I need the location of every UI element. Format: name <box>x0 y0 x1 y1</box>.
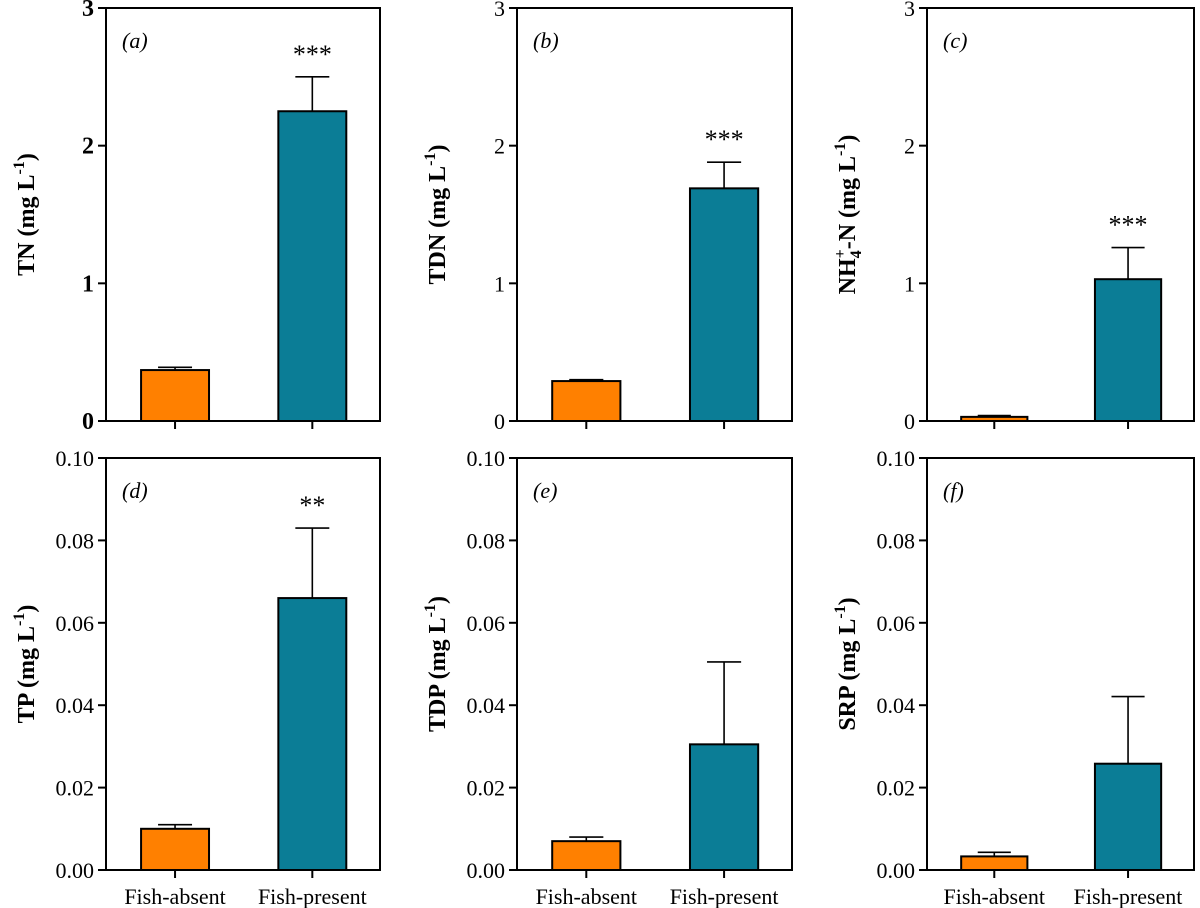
y-axis-label-part: ) <box>835 135 861 143</box>
axes-frame <box>105 7 381 422</box>
bar-fish-absent <box>551 380 622 422</box>
y-tick-label: 3 <box>82 0 94 22</box>
panel-label: (e) <box>533 478 557 503</box>
y-tick-label: 2 <box>904 134 915 159</box>
bar-fish-present <box>277 597 348 872</box>
bar-fish-present <box>1093 762 1163 871</box>
y-axis-label-part: TDP (mg L <box>425 617 451 732</box>
y-axis-label: TN (mg L-1) <box>11 153 40 276</box>
y-axis-label-part: TN (mg L <box>14 174 40 275</box>
significance-label: *** <box>705 125 744 154</box>
y-tick-label: 0.04 <box>877 693 916 718</box>
y-tick-label: 0.04 <box>467 693 506 718</box>
y-tick-label: 0.08 <box>467 528 506 553</box>
y-axis-label-part: -1 <box>422 604 439 617</box>
y-axis-label-part: ) <box>425 145 451 153</box>
axes-frame <box>926 7 1195 422</box>
significance-label: ** <box>299 491 325 520</box>
axes-frame <box>516 7 793 422</box>
chart-panel-c: *** 0 1 2 3 (c) NH4+-N (mg L-1) <box>832 0 1195 434</box>
y-axis-label-part: SRP (mg L <box>835 619 861 731</box>
y-tick-label: 0.02 <box>467 776 506 801</box>
y-tick-label: 0.06 <box>467 611 506 636</box>
panel-label: (c) <box>943 28 967 53</box>
y-tick-label: 0.00 <box>467 858 506 883</box>
y-axis-label: TDN (mg L-1) <box>422 145 451 285</box>
y-tick-label: 0.10 <box>877 446 916 471</box>
y-axis-label-part: -1 <box>11 161 28 174</box>
bar-fish-absent <box>140 369 211 422</box>
y-tick-label: 3 <box>904 0 915 21</box>
bar-fish-absent <box>960 855 1029 871</box>
y-tick-label: 0.08 <box>877 528 916 553</box>
y-tick-label: 0.00 <box>56 858 95 883</box>
y-axis-label-part: 4 <box>848 250 865 258</box>
bar-fish-absent <box>551 840 622 871</box>
bar-fish-present <box>277 110 348 422</box>
y-tick-label: 0.08 <box>56 528 95 553</box>
chart-panel-e: 0.00 0.02 0.04 0.06 0.08 0.10 Fish-absent Fish-… <box>422 446 793 908</box>
panel-label: (d) <box>122 478 148 503</box>
y-tick-label: 3 <box>494 0 505 21</box>
x-category-label: Fish-present <box>1074 884 1183 908</box>
chart-panel-d: ** 0.00 0.02 0.04 0.06 0.08 0.10 Fish-absent Fis… <box>11 446 381 908</box>
panel-label: (a) <box>122 28 148 53</box>
y-axis-label-part: -1 <box>11 613 28 626</box>
y-axis-label: TDP (mg L-1) <box>422 596 451 732</box>
y-axis-label-part: ) <box>14 605 40 613</box>
bar-fish-present <box>1093 278 1163 422</box>
bar-fish-present <box>688 743 760 872</box>
y-axis-label-part: -1 <box>832 605 849 618</box>
y-tick-label: 1 <box>82 271 94 297</box>
panel-label: (b) <box>533 28 559 53</box>
bar-fish-present <box>688 187 760 422</box>
y-tick-label: 2 <box>82 134 94 160</box>
x-category-label: Fish-absent <box>124 884 225 908</box>
y-tick-label: 2 <box>494 134 505 159</box>
x-category-label: Fish-present <box>258 884 367 908</box>
y-tick-label: 0.10 <box>56 446 95 471</box>
y-axis-label-part: TP (mg L <box>14 626 40 723</box>
y-axis-label-part: ) <box>835 597 861 605</box>
y-axis-label: SRP (mg L-1) <box>832 597 861 730</box>
y-axis-label-part: ) <box>425 596 451 604</box>
y-tick-label: 1 <box>494 271 505 296</box>
axes-frame <box>516 457 793 871</box>
y-axis-label-part: ) <box>14 153 40 161</box>
y-tick-label: 0.06 <box>877 611 916 636</box>
y-axis-label-part: NH <box>835 258 861 294</box>
y-tick-label: 1 <box>904 271 915 296</box>
y-tick-label: 0.06 <box>56 611 95 636</box>
y-tick-label: 0.00 <box>877 858 916 883</box>
y-tick-label: 0 <box>904 409 915 434</box>
y-axis-label: NH4+-N (mg L-1) <box>832 135 865 295</box>
y-tick-label: 0 <box>82 409 94 435</box>
y-tick-label: 0.02 <box>877 776 916 801</box>
significance-label: *** <box>1109 211 1148 240</box>
y-axis-label-part: + <box>832 249 849 258</box>
y-axis-label-part: -1 <box>832 143 849 156</box>
y-axis-label: TP (mg L-1) <box>11 605 40 724</box>
panel-label: (f) <box>943 478 964 503</box>
axes-frame <box>926 457 1195 871</box>
chart-panel-b: *** 0 1 2 3 (b) TDN (mg L-1) <box>422 0 793 434</box>
chart-panel-a: *** 0 1 2 3 (a) TN (mg L-1) <box>11 0 381 435</box>
y-tick-label: 0 <box>494 409 505 434</box>
y-tick-label: 0.10 <box>467 446 506 471</box>
y-axis-label-part: TDN (mg L <box>425 166 451 285</box>
significance-label: *** <box>293 40 332 69</box>
y-tick-label: 0.02 <box>56 776 95 801</box>
y-axis-label-part: -1 <box>422 153 439 166</box>
bar-fish-absent <box>140 827 211 871</box>
axes-frame <box>105 457 381 871</box>
y-tick-label: 0.04 <box>56 693 95 718</box>
chart-panel-f: 0.00 0.02 0.04 0.06 0.08 0.10 Fish-absent Fish-… <box>832 446 1195 908</box>
x-category-label: Fish-absent <box>536 884 637 908</box>
y-axis-label-part: -N (mg L <box>835 156 861 249</box>
x-category-label: Fish-present <box>670 884 779 908</box>
x-category-label: Fish-absent <box>944 884 1045 908</box>
